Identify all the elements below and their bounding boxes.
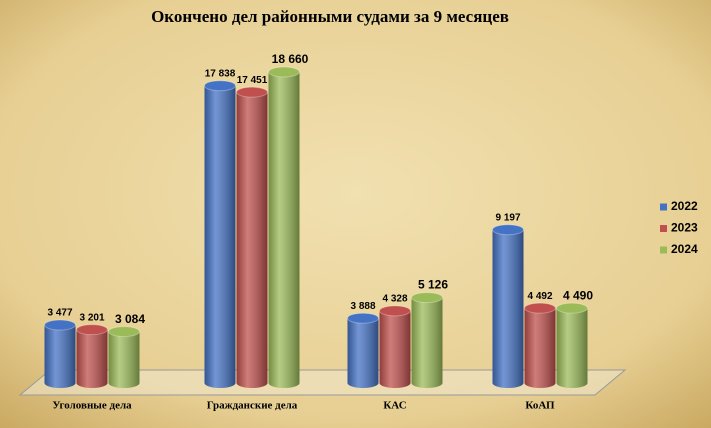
bar-top: [524, 302, 556, 314]
value-label: 3 888: [350, 301, 375, 312]
bar-shade: [524, 308, 556, 388]
bar-shade: [347, 318, 379, 388]
legend-label: 2024: [671, 242, 698, 256]
value-label: 5 126: [418, 278, 448, 292]
value-label: 17 838: [205, 68, 236, 79]
bar-shade: [492, 229, 524, 388]
value-label: 4 328: [382, 294, 407, 305]
bar-top: [379, 305, 411, 317]
value-label: 18 660: [272, 52, 309, 66]
bar: [268, 66, 300, 388]
value-label: 17 451: [237, 75, 268, 86]
bar: [204, 80, 236, 388]
legend-label: 2022: [671, 199, 698, 213]
floor: [18, 369, 627, 396]
bar-top: [411, 292, 443, 304]
chart-title: Окончено дел районными судами за 9 месяц…: [151, 7, 509, 26]
bar: [44, 319, 76, 388]
bar: [347, 312, 379, 388]
bar: [492, 224, 524, 388]
legend-swatch: [660, 225, 667, 232]
bar: [379, 305, 411, 388]
bar-top: [76, 324, 108, 336]
value-label: 3 477: [47, 308, 72, 319]
x-tick-label: Уголовные дела: [52, 400, 132, 412]
bar: [108, 326, 140, 388]
bar-top: [556, 302, 588, 314]
bar-top: [347, 312, 379, 324]
bar-top: [236, 86, 268, 98]
value-label: 3 084: [115, 312, 145, 326]
bar-shade: [108, 331, 140, 388]
bar-shade: [268, 72, 300, 388]
legend-swatch: [660, 246, 667, 254]
bar-top: [108, 326, 140, 338]
x-tick-label: КАС: [383, 400, 406, 412]
bar-shade: [204, 85, 236, 388]
bar-shade: [44, 325, 76, 388]
bar-shade: [236, 92, 268, 389]
bar: [556, 302, 588, 388]
bar: [76, 324, 108, 388]
bar-top: [492, 224, 524, 236]
bar: [411, 292, 443, 388]
bar-shade: [556, 308, 588, 388]
value-label: 4 490: [563, 288, 593, 302]
bar-top: [268, 66, 300, 78]
bar-top: [204, 80, 236, 92]
value-label: 9 197: [495, 212, 520, 223]
bar-shade: [411, 297, 443, 388]
legend-swatch: [660, 203, 667, 211]
legend-label: 2023: [671, 221, 698, 235]
bar: [236, 86, 268, 389]
bar-shade: [379, 310, 411, 388]
value-label: 3 201: [79, 312, 104, 323]
value-label: 4 492: [527, 291, 552, 302]
x-tick-label: КоАП: [525, 400, 555, 412]
bar: [524, 302, 556, 388]
bar-shade: [76, 329, 108, 388]
x-tick-label: Гражданские дела: [207, 400, 298, 412]
bar-top: [44, 319, 76, 331]
